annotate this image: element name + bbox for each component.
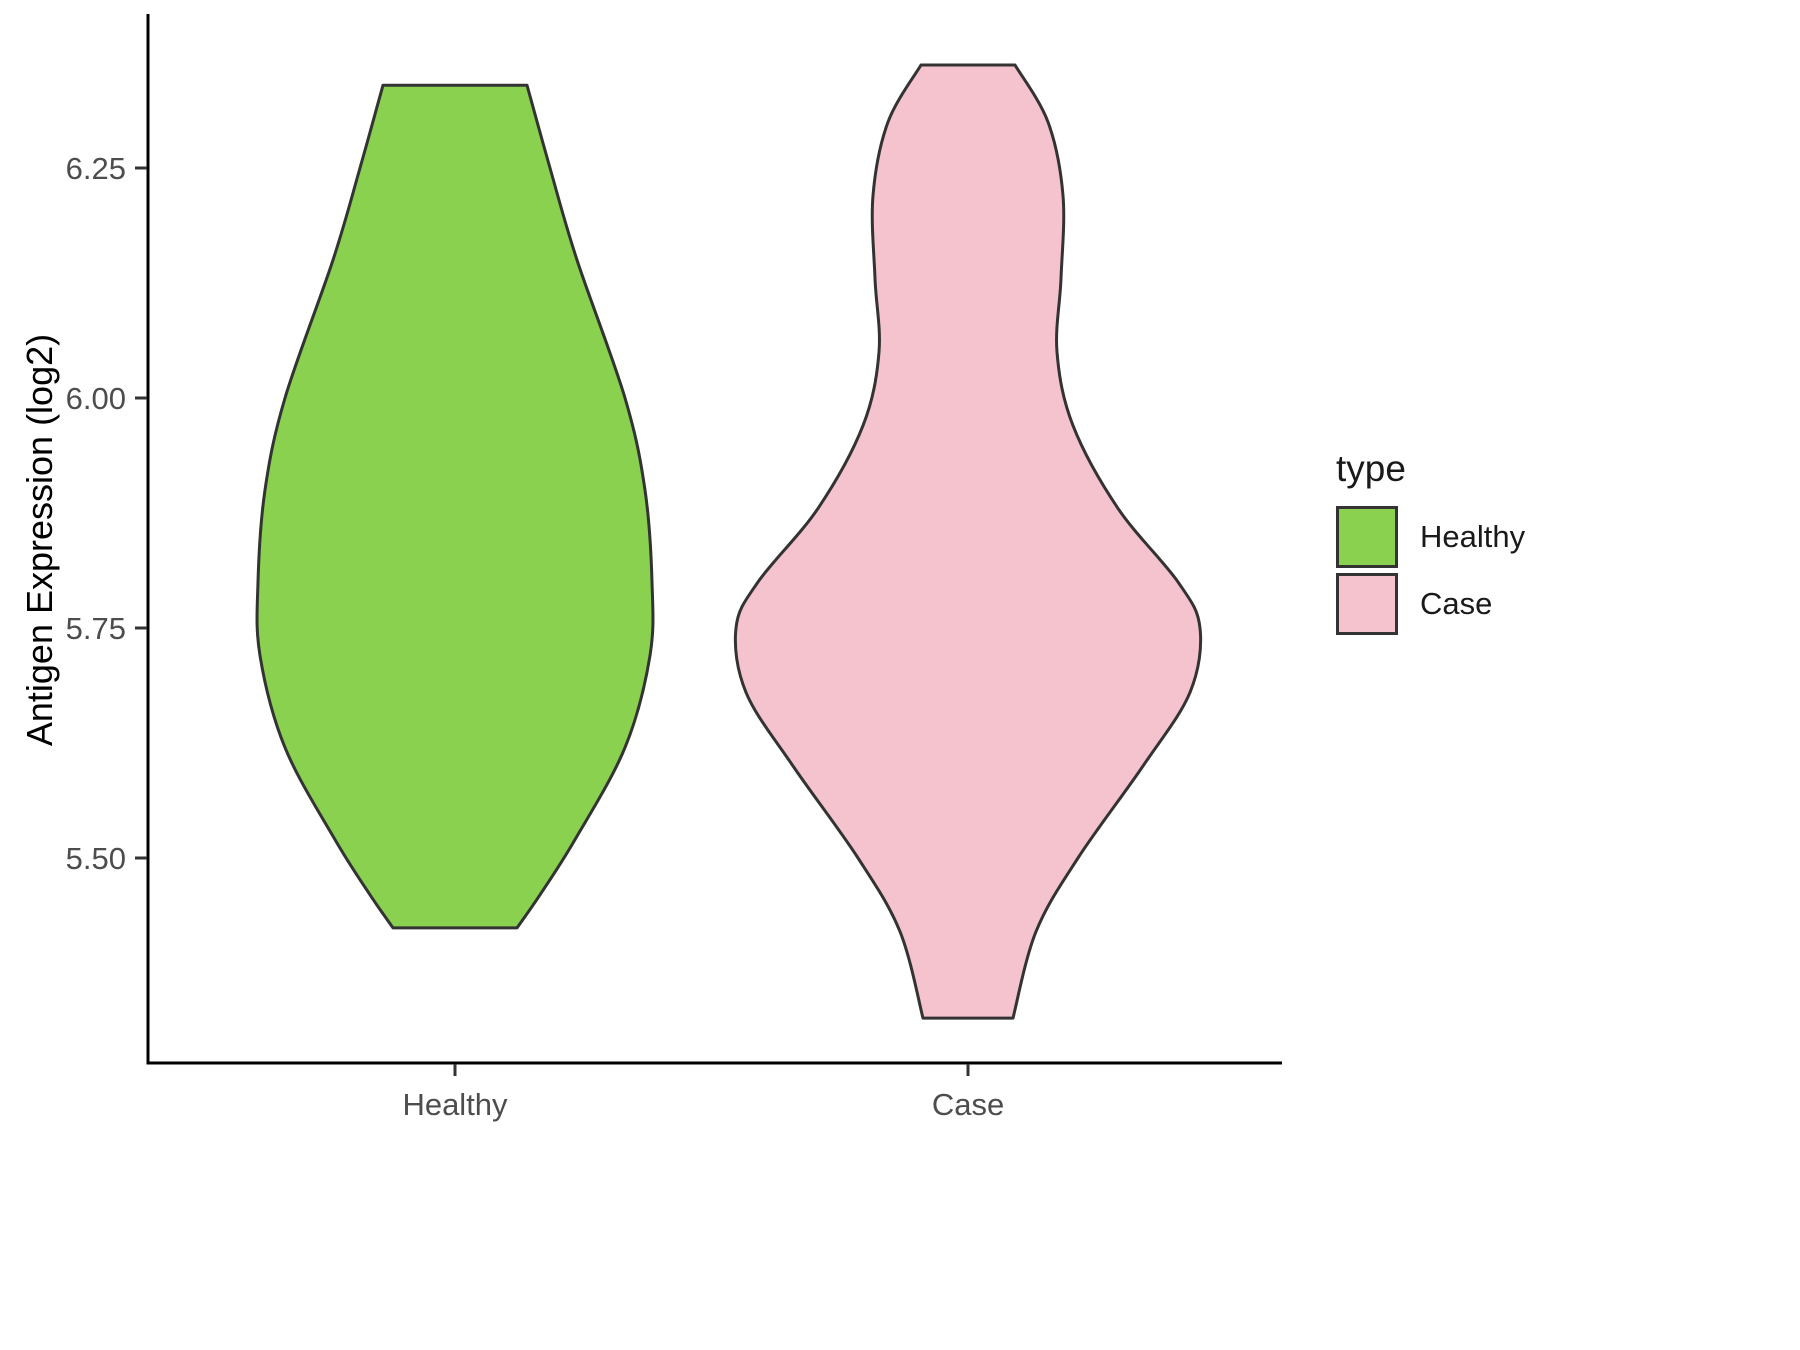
legend-title: type [1336, 448, 1406, 489]
legend-entry-label: Case [1420, 586, 1493, 621]
y-tick-label: 5.50 [66, 841, 126, 876]
x-category-label: Healthy [402, 1087, 508, 1122]
y-axis-title: Antigen Expression (log2) [19, 333, 60, 747]
violin-healthy [255, 83, 655, 930]
legend-entry: Healthy [1336, 506, 1525, 568]
y-tick-label: 6.25 [66, 151, 126, 186]
legend: type Healthy Case [1336, 448, 1525, 640]
y-tick-label: 6.00 [66, 381, 126, 416]
legend-entry-label: Healthy [1420, 519, 1526, 554]
legend-swatch-icon [1336, 506, 1398, 568]
legend-entries: Healthy Case [1336, 506, 1525, 635]
legend-entry: Case [1336, 573, 1525, 635]
y-tick-label: 5.75 [66, 611, 126, 646]
violin-case [733, 63, 1203, 1020]
x-category-label: Case [932, 1087, 1004, 1122]
legend-swatch-icon [1336, 573, 1398, 635]
